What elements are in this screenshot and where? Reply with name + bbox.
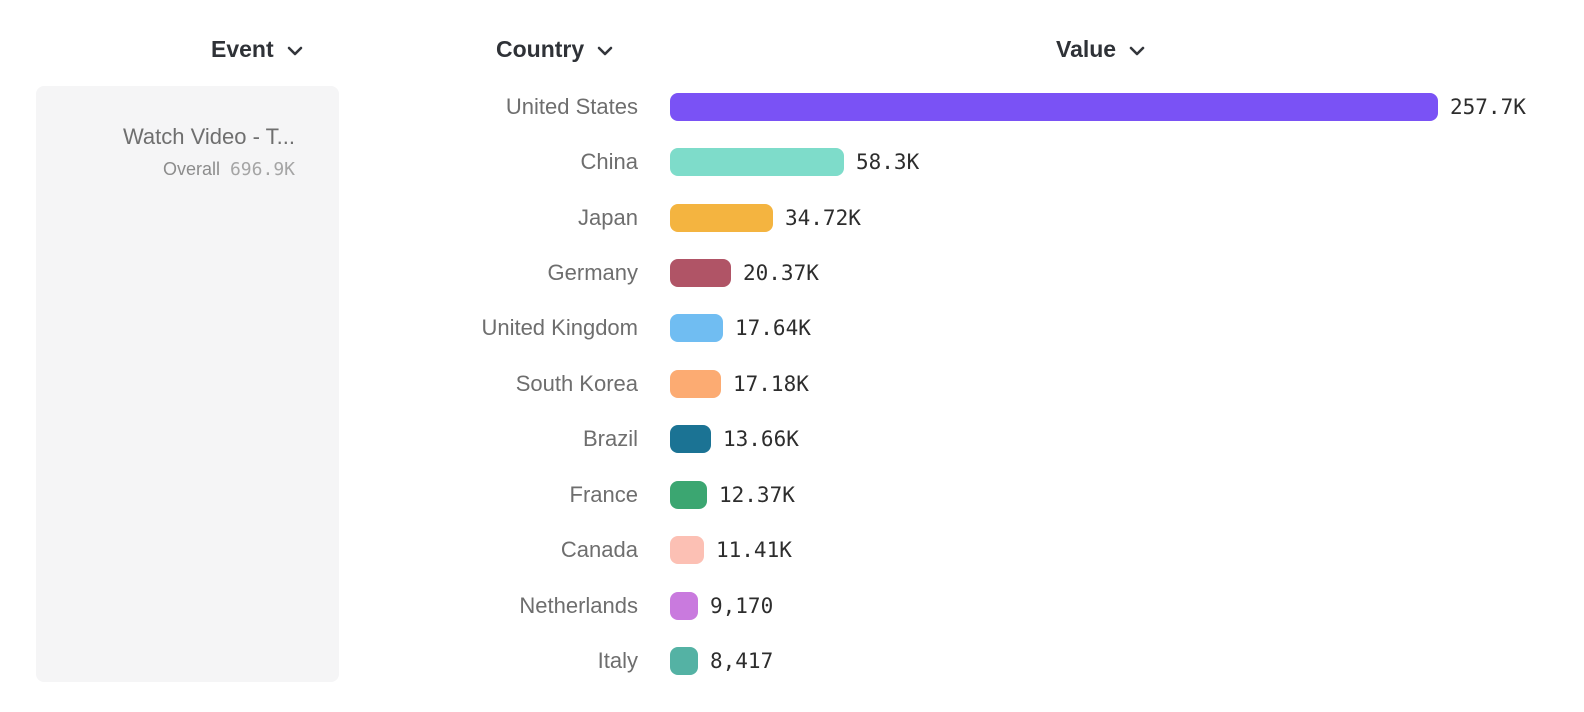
value-bar[interactable] bbox=[670, 203, 773, 232]
chart-row: United States 257.7K bbox=[0, 79, 1584, 134]
country-label: China bbox=[580, 149, 638, 175]
chart-row: Germany 20.37K bbox=[0, 245, 1584, 300]
country-label: France bbox=[569, 481, 638, 507]
event-overall-row: Overall 696.9K bbox=[52, 159, 295, 180]
chart-row: Brazil 13.66K bbox=[0, 412, 1584, 467]
chevron-down-icon bbox=[1129, 46, 1145, 55]
bar-chart: United States 257.7K China 58.3K Japan 3… bbox=[0, 79, 1584, 689]
column-header-country[interactable]: Country bbox=[496, 35, 613, 63]
value-label: 12.37K bbox=[719, 482, 795, 507]
country-label: South Korea bbox=[515, 370, 638, 396]
chevron-down-icon bbox=[597, 46, 613, 55]
value-label: 8,417 bbox=[710, 649, 774, 674]
column-header-event-label: Event bbox=[211, 35, 274, 62]
country-label: United Kingdom bbox=[481, 315, 638, 341]
value-label: 257.7K bbox=[1450, 94, 1526, 119]
value-label: 34.72K bbox=[785, 205, 861, 230]
chart-row: China 58.3K bbox=[0, 134, 1584, 189]
legend-item[interactable]: Watch Video - T... Overall 696.9K bbox=[52, 123, 295, 180]
column-header-value-label: Value bbox=[1056, 35, 1117, 62]
column-header-value[interactable]: Value bbox=[1056, 35, 1145, 63]
overall-label: Overall bbox=[162, 159, 220, 179]
value-label: 11.41K bbox=[716, 538, 792, 563]
column-header-event[interactable]: Event bbox=[211, 35, 303, 63]
value-bar[interactable] bbox=[670, 148, 844, 177]
value-bar[interactable] bbox=[670, 369, 721, 398]
country-label: Brazil bbox=[582, 426, 638, 452]
value-label: 20.37K bbox=[743, 261, 819, 286]
value-label: 13.66K bbox=[723, 427, 799, 452]
chart-row: United Kingdom 17.64K bbox=[0, 301, 1584, 356]
country-label: Japan bbox=[578, 204, 638, 230]
value-bar[interactable] bbox=[670, 92, 1438, 121]
country-label: Netherlands bbox=[519, 592, 638, 618]
country-label: Italy bbox=[597, 648, 638, 674]
value-label: 17.64K bbox=[735, 316, 811, 341]
value-bar[interactable] bbox=[670, 647, 698, 676]
value-bar[interactable] bbox=[670, 591, 698, 620]
value-bar[interactable] bbox=[670, 480, 707, 509]
chart-row: Canada 11.41K bbox=[0, 523, 1584, 578]
value-bar[interactable] bbox=[670, 259, 731, 288]
column-header-country-label: Country bbox=[496, 35, 585, 62]
overall-value: 696.9K bbox=[229, 159, 295, 180]
chart-row: Italy 8,417 bbox=[0, 633, 1584, 688]
value-bar[interactable] bbox=[670, 536, 704, 565]
value-bar[interactable] bbox=[670, 425, 711, 454]
value-label: 58.3K bbox=[856, 150, 920, 175]
chart-row: Japan 34.72K bbox=[0, 190, 1584, 245]
event-name: Watch Video - T... bbox=[122, 124, 295, 149]
value-label: 9,170 bbox=[710, 593, 774, 618]
event-legend-panel: Watch Video - T... Overall 696.9K bbox=[36, 86, 339, 682]
chart-row: South Korea 17.18K bbox=[0, 356, 1584, 411]
chart-row: Netherlands 9,170 bbox=[0, 578, 1584, 633]
country-label: United States bbox=[505, 93, 638, 119]
chevron-down-icon bbox=[287, 46, 302, 55]
value-bar[interactable] bbox=[670, 314, 723, 343]
country-label: Germany bbox=[547, 260, 638, 286]
country-label: Canada bbox=[560, 537, 638, 563]
value-label: 17.18K bbox=[733, 371, 809, 396]
chart-row: France 12.37K bbox=[0, 467, 1584, 522]
